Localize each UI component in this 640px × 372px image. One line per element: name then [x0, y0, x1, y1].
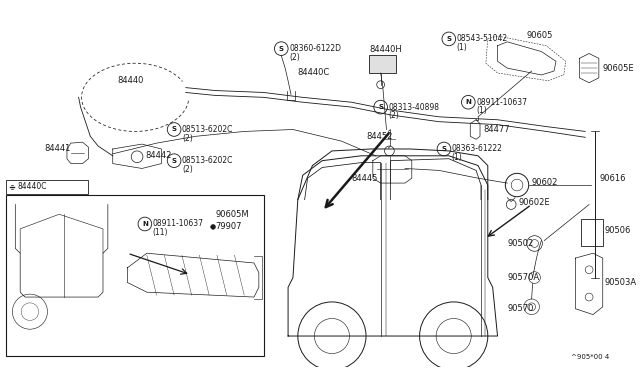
- Text: 08313-40898: 08313-40898: [388, 103, 440, 112]
- Text: 90602: 90602: [532, 177, 558, 187]
- Text: 90605M: 90605M: [215, 210, 249, 219]
- Bar: [6, 195, 264, 356]
- Text: 08911-10637: 08911-10637: [476, 98, 527, 107]
- Text: S: S: [442, 146, 447, 152]
- Text: 84440C: 84440C: [17, 183, 47, 192]
- Text: ^905*00 4: ^905*00 4: [572, 355, 609, 360]
- Text: 90605E: 90605E: [603, 64, 634, 73]
- Text: (11): (11): [153, 228, 168, 237]
- Text: 84440C: 84440C: [298, 68, 330, 77]
- Text: 90570: 90570: [508, 304, 534, 313]
- Text: 84452: 84452: [366, 132, 392, 141]
- Text: N: N: [465, 99, 471, 105]
- Bar: [369, 55, 396, 73]
- Text: 08543-51042: 08543-51042: [456, 34, 508, 44]
- Text: S: S: [172, 158, 177, 164]
- Text: (2): (2): [182, 165, 193, 174]
- Text: 84441: 84441: [45, 144, 71, 154]
- Circle shape: [211, 224, 216, 230]
- Bar: [581, 219, 603, 246]
- Text: (2): (2): [388, 111, 399, 121]
- Text: (1): (1): [476, 106, 487, 115]
- Text: 90506: 90506: [605, 226, 631, 235]
- Text: S: S: [446, 36, 451, 42]
- Text: 84440H: 84440H: [369, 45, 402, 54]
- Bar: [6, 180, 88, 194]
- Text: S: S: [172, 126, 177, 132]
- Text: 84442: 84442: [145, 151, 172, 160]
- Text: (1): (1): [456, 43, 467, 52]
- Text: 08363-61222: 08363-61222: [452, 144, 502, 154]
- Text: 84445: 84445: [351, 174, 378, 183]
- Text: N: N: [142, 221, 148, 227]
- Text: (2): (2): [182, 134, 193, 143]
- Text: 84477: 84477: [483, 125, 509, 134]
- Text: 90570A: 90570A: [508, 273, 540, 282]
- Text: 90503A: 90503A: [605, 278, 637, 287]
- Text: (2): (2): [289, 53, 300, 62]
- Text: 08513-6202C: 08513-6202C: [182, 125, 233, 134]
- Text: 79907: 79907: [215, 222, 241, 231]
- Text: 90616: 90616: [600, 174, 627, 183]
- Text: 84440: 84440: [118, 76, 144, 85]
- Text: (1): (1): [452, 153, 463, 162]
- Text: 90502: 90502: [508, 239, 534, 248]
- Text: 08513-6202C: 08513-6202C: [182, 156, 233, 165]
- Text: 90605: 90605: [527, 32, 553, 41]
- Text: 08360-6122D: 08360-6122D: [289, 44, 341, 53]
- Text: 08911-10637: 08911-10637: [153, 219, 204, 228]
- Text: S: S: [279, 46, 284, 52]
- Text: S: S: [378, 104, 383, 110]
- Text: 90602E: 90602E: [519, 198, 550, 207]
